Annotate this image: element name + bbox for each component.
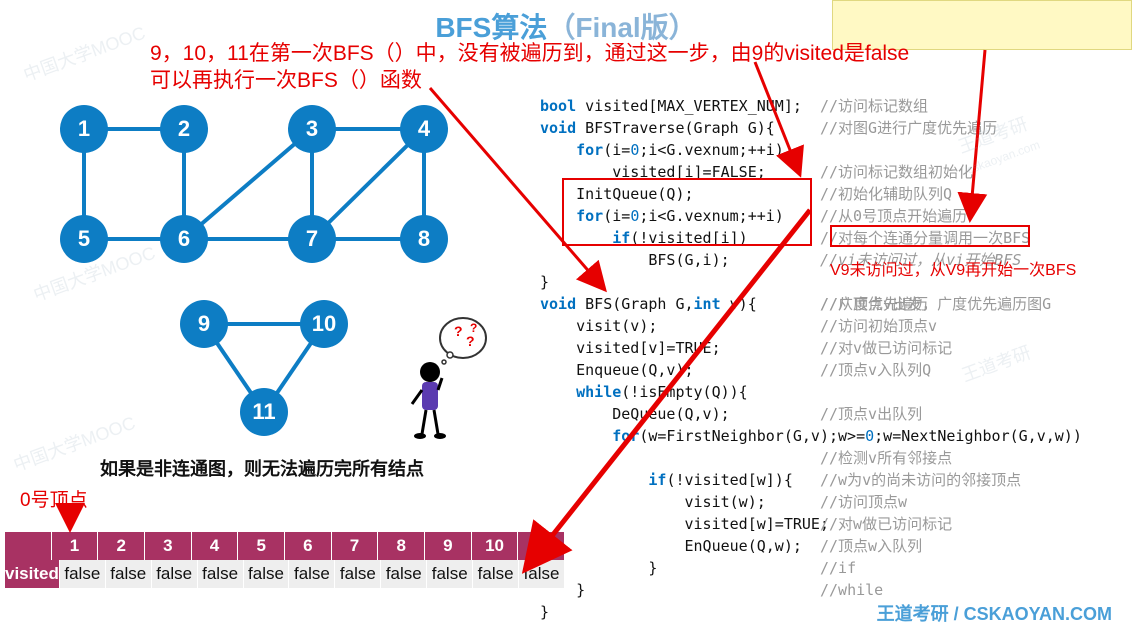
graph2: 9 1011 [180,300,400,440]
graph-node-6: 6 [160,215,208,263]
title-part2: （Final版） [547,12,696,43]
table-header-4: 4 [192,532,239,560]
table-cell-6: false [289,560,335,588]
highlight-box-loop [562,178,812,246]
graph-node-4: 4 [400,105,448,153]
graph-node-2: 2 [160,105,208,153]
table-header-7: 7 [332,532,379,560]
table-cell-8: false [381,560,427,588]
code-line-19: visit(w);//访问顶点w [540,491,1115,513]
table-header-8: 8 [378,532,425,560]
table-header-9: 9 [425,532,472,560]
graph-node-7: 7 [288,215,336,263]
table-cell-1: false [60,560,106,588]
visited-table: 1234567891011 visitedfalsefalsefalsefals… [5,532,565,588]
annotation-v9: V9未访问过，从V9再开始一次BFS [830,256,1076,280]
annotation-line1: 9，10，11在第一次BFS（）中，没有被遍历到，通过这一步，由9的visite… [150,40,909,67]
table-header-10: 10 [472,532,519,560]
table-header-3: 3 [145,532,192,560]
code-line-14: while(!isEmpty(Q)){ [540,381,1115,403]
code-line-17: //检测v所有邻接点 [540,447,1115,469]
graph-node-11: 11 [240,388,288,436]
code-line-20: visited[w]=TRUE;//对w做已访问标记 [540,513,1115,535]
graph-node-10: 10 [300,300,348,348]
code-line-23: }//while [540,579,1115,601]
table-cell-4: false [198,560,244,588]
code-line-10: void BFS(Graph G,int v){//从顶点v出发，广度优先遍历图… [540,293,1115,315]
table-header-5: 5 [238,532,285,560]
graph-caption: 如果是非连通图，则无法遍历完所有结点 [100,455,424,481]
svg-text:?: ? [470,321,477,335]
graph-node-8: 8 [400,215,448,263]
svg-text:?: ? [466,333,475,349]
graph-node-1: 1 [60,105,108,153]
table-cell-3: false [152,560,198,588]
table-header-2: 2 [98,532,145,560]
title-part1: BFS算法 [435,12,547,43]
thinker-figure: ? ? ? [400,310,490,440]
watermark: 中国大学MOOC [19,19,148,87]
table-cell-5: false [244,560,290,588]
footer-brand: 王道考研 / CSKAOYAN.COM [877,600,1112,626]
vertex-zero-label: 0号顶点 [20,485,88,512]
svg-text:?: ? [454,323,463,339]
table-header-0 [5,532,52,560]
annotation-main: 9，10，11在第一次BFS（）中，没有被遍历到，通过这一步，由9的visite… [150,40,909,95]
code-line-0: bool visited[MAX_VERTEX_NUM];//访问标记数组 [540,95,1115,117]
annotation-line2: 可以再执行一次BFS（）函数 [150,67,909,94]
graph-node-9: 9 [180,300,228,348]
table-header-6: 6 [285,532,332,560]
code-line-16: for(w=FirstNeighbor(G,v);w>=0;w=NextNeig… [540,425,1115,447]
table-header-1: 1 [52,532,99,560]
code-line-18: if(!visited[w]){//w为v的尚未访问的邻接顶点 [540,469,1115,491]
table-cell-9: false [427,560,473,588]
code-line-21: EnQueue(Q,w);//顶点w入队列 [540,535,1115,557]
table-cell-10: false [473,560,519,588]
highlight-box-comment [830,225,1030,247]
table-cell-2: false [106,560,152,588]
code-line-22: }//if [540,557,1115,579]
graph-node-3: 3 [288,105,336,153]
table-row-label: visited [5,560,60,588]
code-line-15: DeQueue(Q,v);//顶点v出队列 [540,403,1115,425]
code-line-11: visit(v);//访问初始顶点v [540,315,1115,337]
table-cell-7: false [335,560,381,588]
